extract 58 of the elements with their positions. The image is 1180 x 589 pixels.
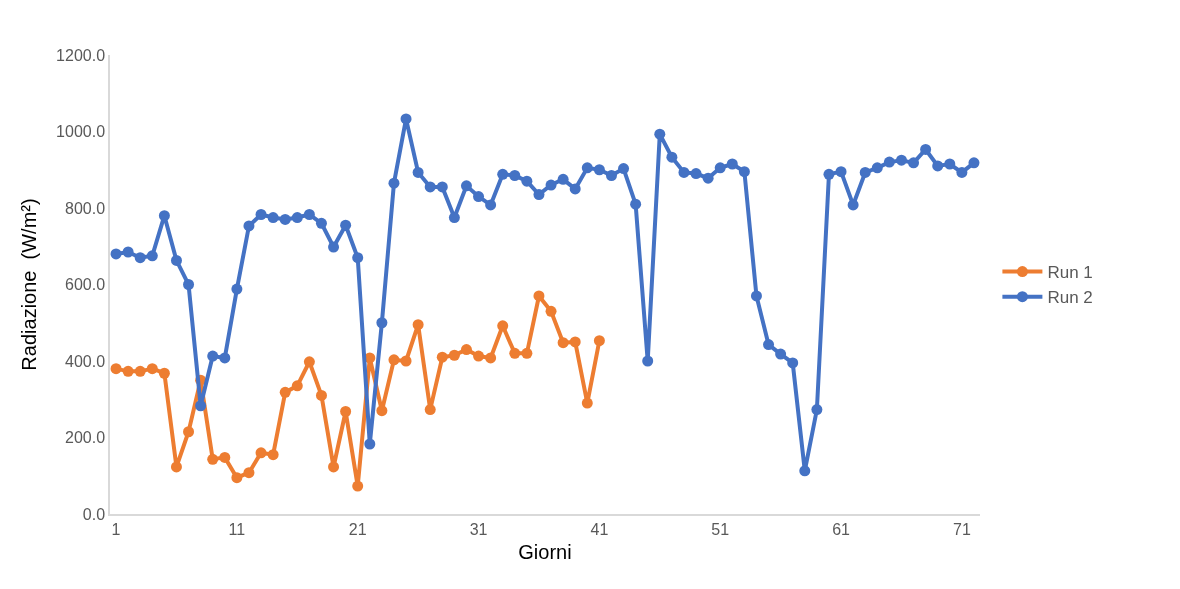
y-axis-title: Radiazione (W/m²)	[18, 198, 41, 371]
y-tick-label: 600.0	[65, 276, 106, 294]
point	[134, 365, 146, 377]
y-tick-label: 200.0	[65, 429, 106, 447]
x-tick-label: 11	[228, 520, 246, 538]
point	[424, 404, 436, 416]
point	[460, 344, 472, 356]
point	[412, 319, 424, 331]
point	[448, 349, 460, 361]
point	[473, 350, 485, 362]
point	[497, 320, 509, 332]
point	[207, 453, 219, 465]
point	[388, 354, 400, 366]
point	[243, 467, 255, 479]
point	[303, 356, 315, 368]
x-tick-label: 31	[469, 520, 488, 538]
point	[521, 347, 533, 359]
point	[569, 336, 581, 348]
point	[183, 426, 195, 438]
point	[110, 363, 122, 375]
y-tick-label: 1200.0	[56, 46, 106, 64]
point	[485, 352, 497, 364]
point	[267, 449, 279, 461]
x-tick-label: 21	[348, 520, 367, 538]
y-tick-label: 1000.0	[56, 123, 106, 141]
point	[170, 461, 182, 473]
point	[581, 397, 593, 409]
point	[328, 461, 340, 473]
point	[545, 305, 557, 317]
point	[533, 290, 545, 302]
point	[509, 347, 521, 359]
y-tick-label: 800.0	[65, 199, 106, 217]
x-tick-label: 1	[111, 520, 121, 538]
x-tick-label: 61	[832, 520, 851, 538]
point	[122, 365, 134, 377]
point	[352, 480, 364, 492]
point	[231, 472, 243, 484]
point	[291, 380, 303, 392]
legend-label: Run 2	[1047, 288, 1093, 308]
point	[146, 363, 158, 375]
point	[376, 405, 388, 417]
point	[557, 337, 569, 349]
point	[279, 386, 291, 398]
y-tick-label: 400.0	[65, 352, 106, 370]
point	[400, 355, 412, 367]
point	[340, 405, 352, 417]
y-tick-label: 0.0	[82, 505, 106, 523]
x-tick-label: 51	[711, 520, 730, 538]
point	[158, 367, 170, 379]
point	[593, 335, 605, 347]
point	[436, 351, 448, 363]
legend-label: Run 1	[1047, 263, 1093, 283]
x-tick-label: 71	[952, 520, 971, 538]
x-axis-title: Giorni	[518, 540, 572, 563]
point	[255, 447, 267, 459]
point	[315, 389, 327, 401]
x-tick-label: 41	[590, 520, 609, 538]
point	[219, 451, 231, 463]
